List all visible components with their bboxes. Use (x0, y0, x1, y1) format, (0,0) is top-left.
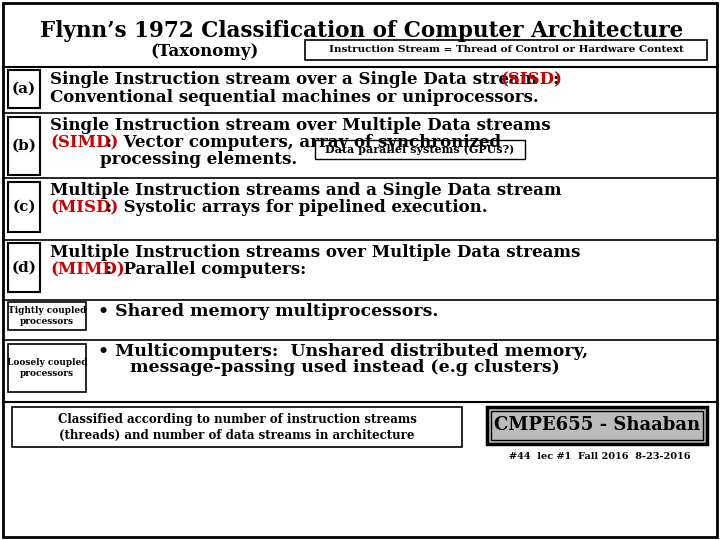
Text: processing elements.: processing elements. (100, 151, 297, 168)
Text: CMPE655 - Shaaban: CMPE655 - Shaaban (494, 416, 700, 435)
Text: Classified according to number of instruction streams: Classified according to number of instru… (58, 413, 416, 426)
Text: • Shared memory multiprocessors.: • Shared memory multiprocessors. (98, 303, 438, 320)
Text: (SIMD): (SIMD) (50, 134, 118, 151)
Text: Multiple Instruction streams and a Single Data stream: Multiple Instruction streams and a Singl… (50, 182, 562, 199)
Text: #44  lec #1  Fall 2016  8-23-2016: #44 lec #1 Fall 2016 8-23-2016 (509, 452, 690, 461)
FancyBboxPatch shape (8, 182, 40, 232)
Text: (MISD): (MISD) (50, 199, 118, 216)
FancyBboxPatch shape (12, 407, 462, 447)
Text: Flynn’s 1972 Classification of Computer Architecture: Flynn’s 1972 Classification of Computer … (40, 20, 683, 42)
Text: Loosely coupled
processors: Loosely coupled processors (6, 359, 87, 377)
FancyBboxPatch shape (8, 117, 40, 175)
FancyBboxPatch shape (491, 411, 703, 440)
Text: (c): (c) (12, 200, 36, 214)
Text: Instruction Stream = Thread of Control or Hardware Context: Instruction Stream = Thread of Control o… (328, 45, 683, 55)
FancyBboxPatch shape (8, 302, 86, 330)
Text: (a): (a) (12, 82, 36, 96)
FancyBboxPatch shape (8, 243, 40, 292)
Text: (Taxonomy): (Taxonomy) (150, 43, 259, 60)
FancyBboxPatch shape (3, 3, 717, 537)
Text: • Multicomputers:  Unshared distributed memory,: • Multicomputers: Unshared distributed m… (98, 343, 588, 360)
Text: :: : (553, 71, 559, 88)
Text: :  Vector computers, array of synchronized: : Vector computers, array of synchronize… (106, 134, 501, 151)
Text: :  Systolic arrays for pipelined execution.: : Systolic arrays for pipelined executio… (106, 199, 487, 216)
FancyBboxPatch shape (8, 70, 40, 108)
Text: Multiple Instruction streams over Multiple Data streams: Multiple Instruction streams over Multip… (50, 244, 580, 261)
Text: (SISD): (SISD) (500, 71, 562, 88)
Text: :  Parallel computers:: : Parallel computers: (106, 261, 306, 278)
FancyBboxPatch shape (487, 407, 707, 444)
FancyBboxPatch shape (305, 40, 707, 60)
Text: (b): (b) (12, 139, 37, 153)
Text: (d): (d) (12, 261, 37, 275)
FancyBboxPatch shape (8, 344, 86, 392)
Text: Data parallel systems (GPUs?): Data parallel systems (GPUs?) (325, 144, 515, 155)
Text: message-passing used instead (e.g clusters): message-passing used instead (e.g cluste… (130, 359, 559, 376)
Text: Conventional sequential machines or uniprocessors.: Conventional sequential machines or unip… (50, 89, 539, 106)
Text: Single Instruction stream over a Single Data stream: Single Instruction stream over a Single … (50, 71, 543, 88)
Text: (MIMD): (MIMD) (50, 261, 125, 278)
Text: (threads) and number of data streams in architecture: (threads) and number of data streams in … (59, 429, 415, 442)
Text: Single Instruction stream over Multiple Data streams: Single Instruction stream over Multiple … (50, 117, 551, 134)
Text: Tightly coupled
processors: Tightly coupled processors (8, 306, 86, 326)
FancyBboxPatch shape (315, 140, 525, 159)
